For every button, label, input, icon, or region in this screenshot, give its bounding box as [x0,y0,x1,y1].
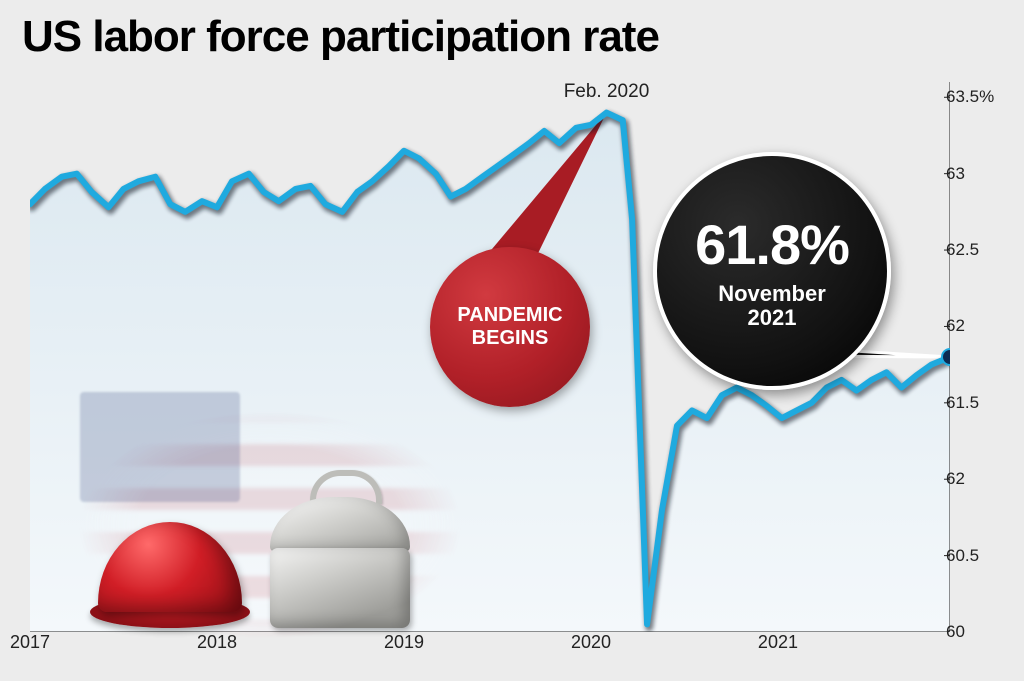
y-axis-ticks: 63.5%6362.56261.56260.560 [946,82,1016,632]
y-tick-label: 63 [946,164,965,184]
chart: PANDEMIC BEGINS 61.8% November 2021 Feb.… [30,82,950,632]
value-callout: 61.8% November 2021 [653,152,891,390]
x-tick-label: 2018 [197,632,237,653]
y-tick-label: 62 [946,316,965,336]
y-tick-label: 60.5 [946,546,979,566]
page-title: US labor force participation rate [22,12,659,62]
y-tick-label: 63.5% [946,87,994,107]
hardhat-lunchbox-illustration [90,422,420,632]
peak-label: Feb. 2020 [564,81,650,103]
x-tick-label: 2020 [571,632,611,653]
x-tick-label: 2017 [10,632,50,653]
x-axis-ticks: 20172018201920202021 [30,632,950,662]
y-tick-label: 61.5 [946,393,979,413]
y-tick-label: 62 [946,469,965,489]
value-number: 61.8% [695,212,849,277]
lunchbox-icon [260,482,420,632]
pandemic-line2: BEGINS [472,327,549,350]
x-tick-label: 2021 [758,632,798,653]
y-tick-label: 62.5 [946,240,979,260]
value-month: November [718,281,826,307]
pandemic-line1: PANDEMIC [457,304,562,327]
value-year: 2021 [748,305,797,331]
hardhat-icon [90,512,250,632]
x-tick-label: 2019 [384,632,424,653]
pandemic-callout: PANDEMIC BEGINS [430,247,590,407]
